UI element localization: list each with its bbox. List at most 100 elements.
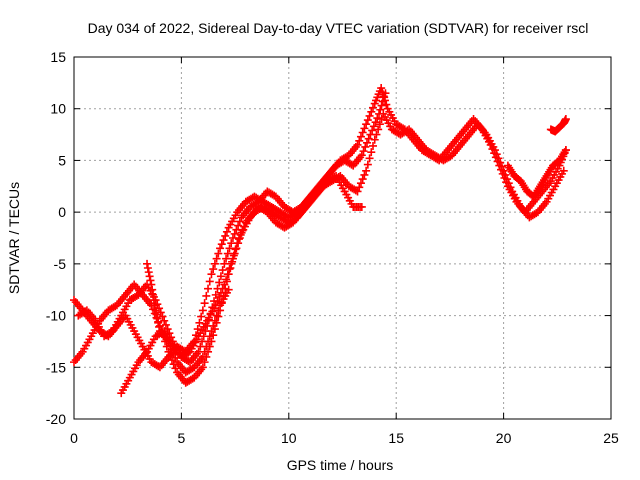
data-point (155, 322, 164, 331)
x-tick-label: 0 (70, 430, 78, 446)
data-point (144, 268, 153, 277)
data-point (227, 259, 236, 268)
data-point (234, 221, 243, 230)
data-point (209, 265, 218, 274)
data-point (373, 114, 382, 123)
data-point (210, 316, 219, 325)
data-point (152, 310, 161, 319)
x-tick-label: 5 (178, 430, 186, 446)
data-point (205, 332, 214, 341)
data-point (218, 284, 227, 293)
data-point (491, 146, 500, 155)
x-tick-label: 15 (388, 430, 404, 446)
data-point (228, 234, 237, 242)
y-tick-label: -10 (46, 308, 66, 324)
data-point (361, 142, 370, 151)
data-point (365, 154, 374, 163)
data-point (369, 141, 378, 150)
data-point (358, 175, 367, 184)
y-tick-label: -20 (46, 411, 66, 427)
data-point (503, 175, 512, 184)
data-point (169, 349, 178, 358)
data-point (228, 254, 237, 263)
data-point (216, 272, 225, 281)
data-point (232, 244, 241, 253)
data-point (207, 327, 216, 336)
data-point (166, 341, 175, 350)
series-track-a (70, 84, 570, 372)
data-point (215, 292, 224, 301)
data-point (232, 225, 241, 234)
data-point (171, 364, 180, 373)
data-point (225, 265, 234, 274)
data-point (367, 107, 376, 116)
data-point (235, 234, 244, 242)
data-point (377, 101, 386, 110)
data-point (230, 249, 239, 258)
data-point (202, 291, 211, 300)
data-point (160, 316, 169, 325)
data-point (559, 166, 568, 175)
data-point (355, 136, 364, 145)
series-track-f (503, 146, 570, 201)
data-point (146, 276, 155, 285)
data-point (506, 183, 515, 192)
data-point (164, 337, 173, 346)
data-point (205, 277, 214, 286)
data-point (202, 342, 211, 351)
data-point (223, 270, 232, 279)
y-tick-label: 5 (58, 152, 66, 168)
y-tick-label: 0 (58, 204, 66, 220)
data-point (222, 275, 231, 284)
data-point (376, 105, 385, 114)
data-point (150, 301, 159, 310)
data-point (220, 259, 229, 268)
x-tick-label: 10 (281, 430, 297, 446)
data-point (363, 160, 372, 169)
y-tick-label: 15 (50, 49, 66, 65)
data-point (234, 235, 243, 244)
chart-title: Day 034 of 2022, Sidereal Day-to-day VTE… (88, 20, 589, 36)
data-point (207, 270, 216, 279)
data-point (227, 239, 236, 248)
x-tick-label: 20 (496, 430, 512, 446)
data-point (357, 151, 366, 160)
data-point (149, 290, 158, 299)
data-point (154, 318, 163, 327)
data-point (364, 134, 373, 143)
data-point (220, 280, 229, 289)
data-point (221, 231, 230, 240)
data-point (223, 249, 232, 258)
data-point (222, 227, 231, 236)
data-point (224, 285, 233, 294)
data-point (360, 170, 369, 179)
data-point (198, 306, 207, 315)
series-track-e (143, 259, 233, 377)
data-point (212, 254, 221, 263)
data-point (501, 170, 510, 179)
data-point (380, 93, 389, 102)
data-point (213, 297, 222, 306)
data-point (197, 312, 206, 321)
data-point (212, 311, 221, 320)
data-point (378, 97, 387, 106)
data-point (362, 138, 371, 147)
plot-frame (73, 56, 612, 420)
data-point (362, 166, 371, 175)
data-point (158, 312, 167, 321)
data-point (148, 285, 157, 294)
data-point (200, 347, 209, 356)
data-point (561, 146, 570, 155)
series-track-b (70, 109, 568, 387)
data-point (497, 162, 506, 171)
data-point (145, 272, 154, 281)
data-point (222, 254, 231, 263)
x-tick-label: 25 (603, 430, 619, 446)
data-point (370, 135, 379, 144)
data-point (216, 244, 225, 253)
data-point (355, 183, 364, 192)
data-point (371, 118, 380, 127)
data-point (381, 89, 390, 98)
data-point (218, 266, 227, 275)
data-point (143, 263, 152, 272)
